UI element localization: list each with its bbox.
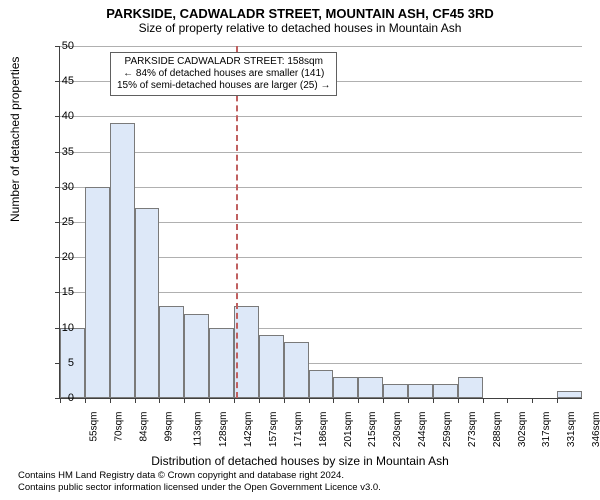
histogram-bar xyxy=(433,384,458,398)
histogram-bar xyxy=(159,306,184,398)
x-axis-line xyxy=(60,398,582,399)
footer-attribution: Contains HM Land Registry data © Crown c… xyxy=(18,470,381,494)
grid-line xyxy=(60,187,582,188)
x-tick-label: 230sqm xyxy=(392,412,403,448)
histogram-bar xyxy=(333,377,358,398)
histogram-bar xyxy=(284,342,309,398)
y-tick-label: 50 xyxy=(44,40,74,52)
histogram-bar xyxy=(135,208,160,398)
histogram-bar xyxy=(209,328,234,398)
x-tick-mark xyxy=(408,398,409,403)
x-tick-label: 317sqm xyxy=(542,412,553,448)
y-tick-label: 5 xyxy=(44,357,74,369)
y-tick-label: 0 xyxy=(44,392,74,404)
x-tick-label: 128sqm xyxy=(218,412,229,448)
chart-subtitle: Size of property relative to detached ho… xyxy=(0,21,600,35)
x-tick-label: 99sqm xyxy=(163,412,174,442)
grid-line xyxy=(60,46,582,47)
x-tick-mark xyxy=(209,398,210,403)
histogram-bar xyxy=(358,377,383,398)
x-tick-label: 244sqm xyxy=(417,412,428,448)
x-tick-label: 186sqm xyxy=(318,412,329,448)
x-tick-label: 84sqm xyxy=(138,412,149,442)
x-tick-label: 157sqm xyxy=(268,412,279,448)
annotation-line: 15% of semi-detached houses are larger (… xyxy=(117,80,330,92)
x-tick-label: 142sqm xyxy=(243,412,254,448)
x-tick-label: 171sqm xyxy=(293,412,304,448)
x-tick-label: 331sqm xyxy=(566,412,577,448)
histogram-bar xyxy=(184,314,209,398)
plot-area: PARKSIDE CADWALADR STREET: 158sqm← 84% o… xyxy=(60,46,582,398)
histogram-bar xyxy=(383,384,408,398)
x-tick-label: 113sqm xyxy=(193,412,204,447)
x-tick-label: 346sqm xyxy=(591,412,600,448)
y-tick-label: 15 xyxy=(44,286,74,298)
y-tick-label: 30 xyxy=(44,181,74,193)
histogram-bar xyxy=(110,123,135,398)
y-axis-label: Number of detached properties xyxy=(8,57,22,222)
x-tick-label: 215sqm xyxy=(368,412,379,448)
footer-line-2: Contains public sector information licen… xyxy=(18,482,381,494)
y-tick-label: 40 xyxy=(44,110,74,122)
histogram-bar xyxy=(408,384,433,398)
x-tick-label: 288sqm xyxy=(492,412,503,448)
histogram-bar xyxy=(85,187,110,398)
x-tick-mark xyxy=(383,398,384,403)
y-tick-label: 45 xyxy=(44,75,74,87)
annotation-line: ← 84% of detached houses are smaller (14… xyxy=(117,68,330,80)
grid-line xyxy=(60,116,582,117)
x-tick-mark xyxy=(110,398,111,403)
x-tick-mark xyxy=(85,398,86,403)
x-tick-mark xyxy=(234,398,235,403)
property-marker-line xyxy=(236,46,238,398)
annotation-line: PARKSIDE CADWALADR STREET: 158sqm xyxy=(117,56,330,68)
x-tick-mark xyxy=(259,398,260,403)
grid-line xyxy=(60,152,582,153)
x-tick-mark xyxy=(135,398,136,403)
y-tick-label: 20 xyxy=(44,251,74,263)
x-tick-mark xyxy=(309,398,310,403)
x-tick-mark xyxy=(483,398,484,403)
footer-line-1: Contains HM Land Registry data © Crown c… xyxy=(18,470,381,482)
x-tick-mark xyxy=(333,398,334,403)
chart-title: PARKSIDE, CADWALADR STREET, MOUNTAIN ASH… xyxy=(0,6,600,21)
histogram-bar xyxy=(309,370,334,398)
x-tick-label: 55sqm xyxy=(89,412,100,442)
x-tick-label: 70sqm xyxy=(113,412,124,442)
chart-container: PARKSIDE, CADWALADR STREET, MOUNTAIN ASH… xyxy=(0,0,600,500)
title-block: PARKSIDE, CADWALADR STREET, MOUNTAIN ASH… xyxy=(0,6,600,35)
x-tick-label: 273sqm xyxy=(467,412,478,448)
x-tick-mark xyxy=(159,398,160,403)
x-tick-mark xyxy=(507,398,508,403)
x-tick-mark xyxy=(358,398,359,403)
y-tick-label: 35 xyxy=(44,146,74,158)
x-tick-mark xyxy=(557,398,558,403)
histogram-bar xyxy=(458,377,483,398)
histogram-bar xyxy=(557,391,582,398)
x-tick-label: 259sqm xyxy=(442,412,453,448)
y-tick-label: 25 xyxy=(44,216,74,228)
histogram-bar xyxy=(259,335,284,398)
x-tick-label: 201sqm xyxy=(343,412,354,448)
y-tick-label: 10 xyxy=(44,322,74,334)
x-tick-mark xyxy=(458,398,459,403)
x-tick-mark xyxy=(184,398,185,403)
x-tick-mark xyxy=(532,398,533,403)
x-tick-mark xyxy=(284,398,285,403)
x-tick-label: 302sqm xyxy=(517,412,528,448)
x-tick-mark xyxy=(433,398,434,403)
x-axis-label: Distribution of detached houses by size … xyxy=(0,454,600,468)
annotation-box: PARKSIDE CADWALADR STREET: 158sqm← 84% o… xyxy=(110,52,337,96)
